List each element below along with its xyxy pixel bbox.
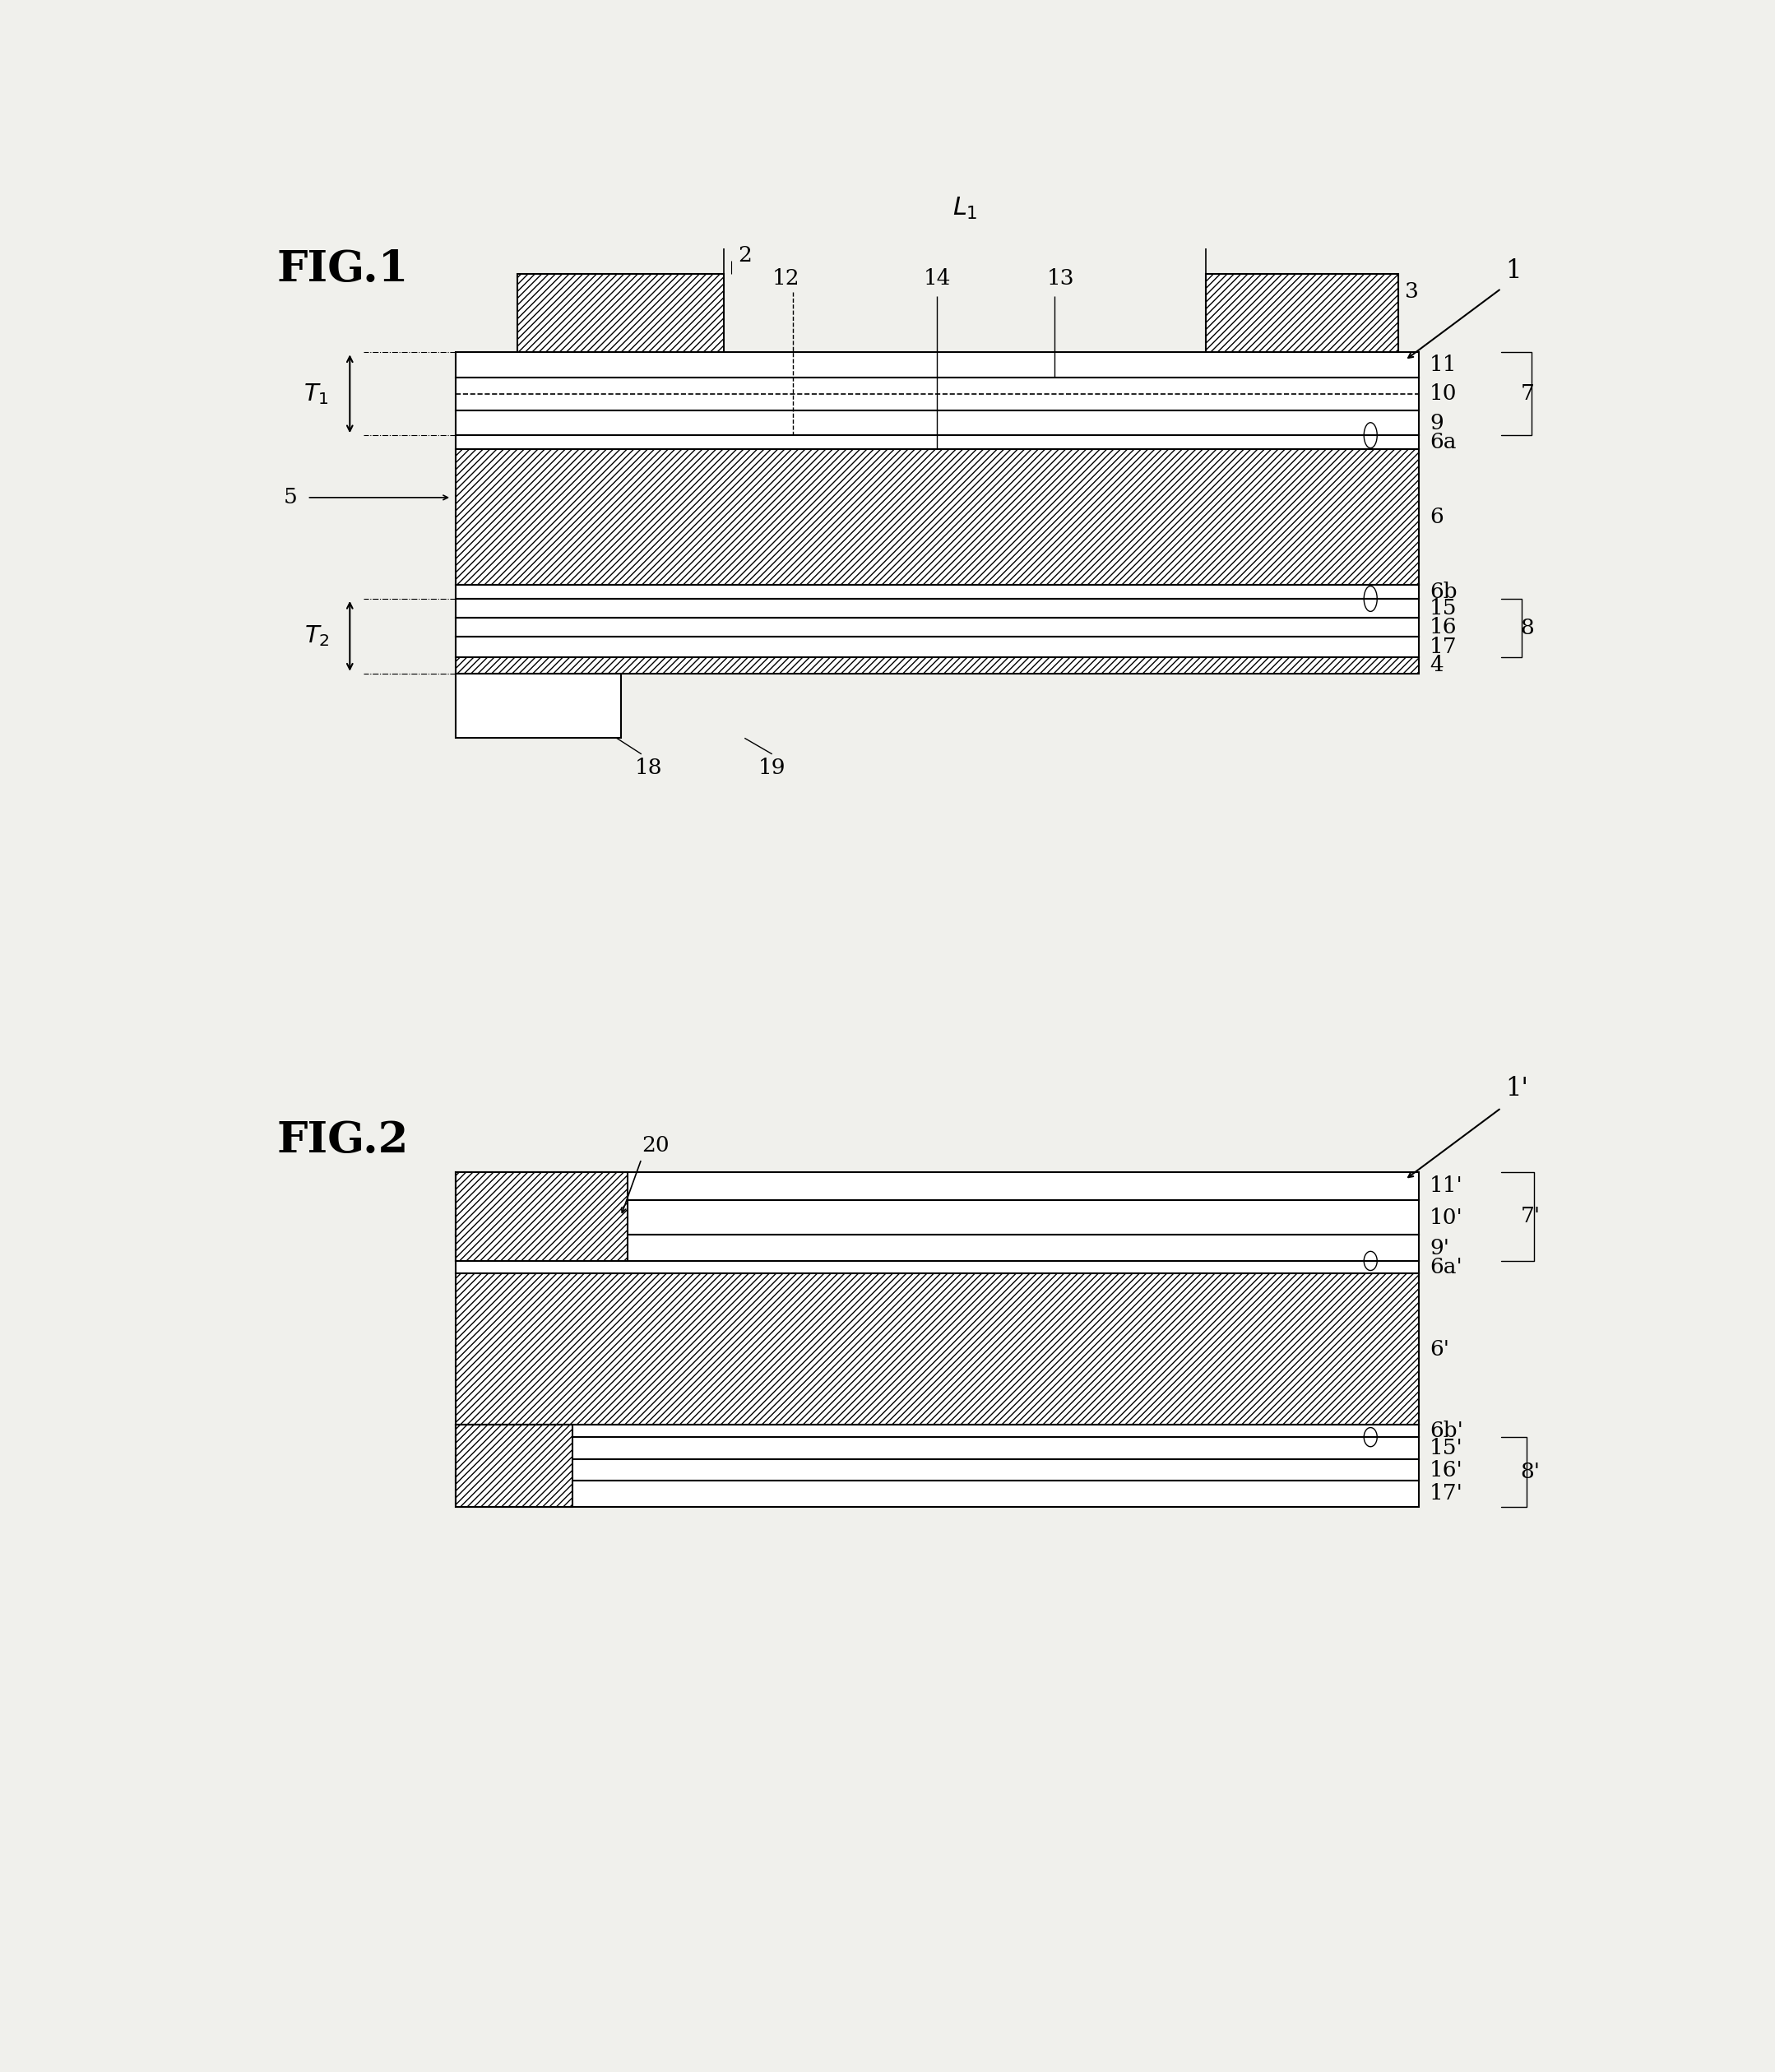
Text: 13: 13 [1047,267,1076,288]
Bar [456,1200,1418,1235]
Bar [456,352,1418,377]
Text: 12: 12 [772,267,801,288]
Text: 9': 9' [1429,1237,1450,1258]
Text: 17': 17' [1429,1484,1463,1504]
Text: 15': 15' [1429,1438,1463,1459]
Text: 20: 20 [641,1135,669,1156]
Text: 9: 9 [1429,412,1443,433]
Text: 6': 6' [1429,1339,1450,1359]
Bar [456,617,1418,636]
Text: FIG.2: FIG.2 [277,1119,408,1160]
Text: $L_1$: $L_1$ [951,195,978,222]
Text: FIG.1: FIG.1 [277,249,408,290]
Text: 19: 19 [758,756,786,777]
Text: 8: 8 [1521,617,1534,638]
Text: $T_1$: $T_1$ [304,381,328,406]
Text: 7': 7' [1521,1206,1541,1227]
Bar [456,1173,1418,1200]
Text: 1: 1 [1505,259,1521,284]
Text: 14: 14 [923,267,951,288]
Text: 17: 17 [1429,636,1457,657]
Bar [456,1459,1418,1481]
Bar [456,1423,573,1506]
Bar [456,673,621,738]
Bar [456,377,1418,410]
Text: 8': 8' [1521,1461,1541,1481]
Text: 11': 11' [1429,1175,1463,1196]
Text: 6a': 6a' [1429,1258,1463,1278]
Text: 3: 3 [1406,282,1418,303]
Bar [456,435,1418,450]
Bar [456,584,1418,599]
Text: 15: 15 [1429,599,1457,620]
Bar [456,410,1418,435]
Text: $T_2$: $T_2$ [304,624,328,649]
Bar [456,450,1418,584]
Text: 10': 10' [1429,1208,1463,1229]
Text: 1': 1' [1505,1075,1528,1102]
Bar [456,1235,1418,1262]
Text: 18: 18 [634,756,662,777]
Bar [456,1173,628,1262]
Text: 2: 2 [738,244,751,265]
Text: 6b': 6b' [1429,1421,1463,1442]
Bar [518,274,724,352]
Bar [456,599,1418,617]
Text: 5: 5 [284,487,298,508]
Text: 16: 16 [1429,617,1457,638]
Bar [456,1481,1418,1506]
Text: 11: 11 [1429,354,1457,375]
Bar [456,657,1418,673]
Text: 6b: 6b [1429,582,1457,603]
Bar [456,1262,1418,1274]
Text: 7: 7 [1521,383,1534,404]
Bar [456,1438,1418,1459]
Bar [456,1274,1418,1423]
Text: 6a: 6a [1429,433,1457,452]
Text: 4: 4 [1429,655,1443,675]
Text: 6: 6 [1429,508,1443,526]
Bar [456,1423,1418,1438]
Bar [1205,274,1399,352]
Text: 10: 10 [1429,383,1457,404]
Bar [456,636,1418,657]
Text: 16': 16' [1429,1461,1463,1479]
